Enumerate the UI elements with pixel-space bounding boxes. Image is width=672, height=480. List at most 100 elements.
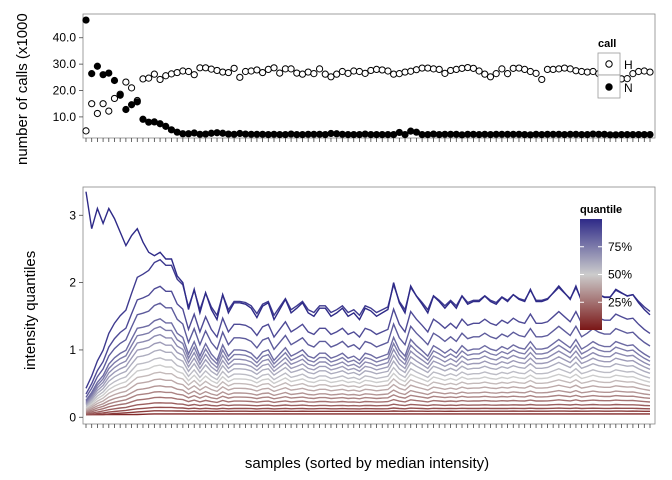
point-h: [247, 67, 255, 75]
point-h: [327, 73, 335, 81]
quantile-line: [86, 410, 650, 416]
point-h: [367, 66, 375, 75]
point-h: [572, 67, 580, 75]
quantile-line: [85, 325, 651, 403]
quantile-line: [85, 302, 651, 398]
point-n: [156, 120, 164, 128]
point-h: [424, 64, 432, 72]
quantile-line: [85, 364, 651, 409]
point-h: [458, 64, 466, 72]
y-tick-label: 40.0: [53, 31, 77, 45]
point-h: [310, 70, 318, 78]
call-legend-title: call: [598, 38, 616, 50]
y-tick-label: 1: [69, 343, 76, 357]
quantile-line: [85, 396, 651, 414]
call-legend: call H N: [597, 38, 633, 99]
point-h: [105, 107, 113, 115]
point-n: [184, 130, 193, 138]
quantile-line: [85, 378, 651, 411]
point-h: [640, 67, 648, 75]
quantile-line: [85, 406, 651, 416]
quantile-line: [85, 357, 651, 408]
point-n: [88, 70, 96, 78]
point-h: [646, 68, 654, 76]
point-h: [401, 68, 409, 76]
quantile-line: [85, 390, 651, 413]
point-h: [287, 65, 295, 73]
point-h: [88, 100, 96, 108]
calls-points: [82, 16, 654, 139]
point-n: [401, 130, 409, 139]
point-h: [167, 70, 176, 78]
point-h: [481, 70, 489, 78]
point-h: [452, 65, 460, 74]
call-legend-marker-h: [605, 60, 613, 68]
point-h: [270, 64, 278, 72]
point-n: [321, 130, 329, 139]
point-h: [230, 64, 238, 72]
colorbar-label: 50%: [608, 268, 632, 282]
point-h: [145, 74, 153, 82]
y-tick-label: 10.0: [53, 110, 77, 124]
point-h: [361, 69, 369, 77]
point-h: [447, 66, 455, 75]
point-h: [150, 70, 158, 78]
point-h: [515, 64, 523, 72]
point-n: [646, 130, 654, 139]
point-h: [503, 70, 512, 78]
quantile-line: [85, 285, 651, 395]
quantiles-panel-frame: [82, 186, 656, 425]
point-h: [110, 94, 119, 103]
quantile-lines: [85, 191, 651, 416]
quantile-line: [85, 371, 651, 410]
call-legend-marker-n: [605, 83, 613, 91]
point-h: [555, 65, 563, 73]
point-n: [190, 129, 198, 137]
point-n: [105, 69, 113, 77]
quantile-colorbar: [580, 219, 602, 330]
point-n: [110, 76, 119, 85]
point-h: [259, 68, 267, 77]
y-tick-label: 30.0: [53, 57, 77, 71]
point-h: [498, 65, 506, 73]
point-h: [190, 71, 198, 79]
point-h: [253, 66, 261, 74]
point-h: [441, 69, 449, 77]
quantile-line: [85, 402, 651, 415]
point-n: [82, 16, 90, 24]
quantiles-y-axis-title: intensity quantiles: [22, 251, 39, 370]
y-tick-label: 2: [69, 276, 76, 290]
quantile-line: [85, 349, 651, 406]
quantile-line: [85, 191, 651, 322]
quantiles-y-axis: 0 1 2 3: [69, 208, 83, 424]
colorbar-label: 25%: [608, 295, 632, 309]
quantile-line: [85, 341, 651, 405]
point-h: [532, 69, 540, 77]
point-n: [127, 101, 136, 109]
point-h: [93, 109, 101, 118]
point-h: [492, 70, 500, 78]
point-h: [538, 75, 546, 84]
point-h: [315, 65, 324, 73]
quantile-line: [86, 413, 650, 416]
point-h: [127, 84, 136, 92]
quantile-colorbar-ticks: 75% 50% 25%: [580, 240, 632, 309]
point-n: [202, 130, 210, 138]
point-h: [224, 68, 233, 77]
calls-y-axis: 10.0 20.0 30.0 40.0: [53, 31, 83, 124]
quantile-line: [85, 385, 651, 412]
calls-y-axis-title: number of calls (x1000: [14, 13, 31, 165]
calls-x-ticks: [85, 138, 651, 142]
point-h: [378, 66, 386, 74]
quantiles-x-ticks: [85, 424, 651, 428]
point-h: [276, 69, 284, 77]
point-h: [202, 64, 210, 72]
quantile-legend: quantile 75% 50% 25%: [580, 204, 632, 330]
point-h: [384, 67, 392, 75]
x-axis-title: samples (sorted by median intensity): [245, 455, 489, 472]
point-h: [486, 73, 495, 81]
point-h: [156, 75, 164, 84]
point-h: [82, 127, 90, 135]
quantile-line: [85, 318, 651, 401]
